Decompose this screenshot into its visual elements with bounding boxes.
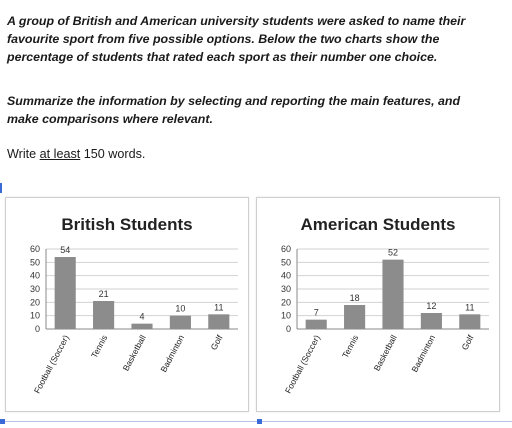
data-label: 54 [60, 245, 70, 255]
chart-title: American Students [301, 215, 456, 234]
data-label: 11 [465, 302, 474, 312]
y-tick-label: 50 [281, 257, 291, 267]
category-label: Basketball [372, 333, 399, 372]
prompt-line: make comparisons where relevant. [7, 112, 213, 126]
american-chart-svg: American Students 0 10 20 30 40 50 60 7 Football … [281, 215, 489, 395]
data-label: 18 [350, 293, 360, 303]
y-tick-label: 20 [30, 297, 40, 307]
prompt-line: percentage of students that rated each s… [7, 50, 438, 64]
y-tick-label: 50 [30, 257, 40, 267]
bar [93, 301, 115, 329]
prompt-line: favourite sport from five possible optio… [7, 32, 440, 46]
resize-handle[interactable] [0, 419, 5, 424]
data-label: 4 [139, 312, 144, 322]
word-count-text: 150 words. [80, 147, 146, 161]
bar [382, 259, 404, 329]
bar [131, 323, 153, 329]
bar [305, 319, 327, 329]
bar [420, 313, 442, 329]
bar [344, 305, 366, 329]
y-tick-label: 60 [281, 244, 291, 254]
category-label: Football (Soccer) [32, 333, 71, 395]
word-count-link[interactable]: at least [39, 147, 81, 161]
y-tick-label: 30 [30, 284, 40, 294]
category-label: Badminton [158, 333, 186, 374]
y-tick-label: 40 [281, 271, 291, 281]
task-instruction: Summarize the information by selecting a… [7, 92, 507, 128]
category-label: Tennis [89, 333, 109, 359]
selection-marker [0, 183, 2, 193]
y-tick-label: 10 [281, 311, 291, 321]
y-tick-label: 0 [286, 324, 291, 334]
british-chart-svg: British Students 0 10 20 30 40 50 60 54 Football … [30, 215, 238, 395]
y-tick-label: 0 [35, 324, 40, 334]
category-label: Golf [459, 333, 475, 352]
y-tick-label: 40 [30, 271, 40, 281]
bar [208, 314, 230, 329]
y-tick-label: 20 [281, 297, 291, 307]
prompt-line: A group of British and American universi… [7, 14, 466, 28]
chart-title: British Students [61, 215, 192, 234]
data-label: 10 [175, 304, 185, 314]
category-label: Football (Soccer) [283, 333, 322, 395]
task-prompt: A group of British and American universi… [7, 12, 507, 66]
bar [169, 315, 191, 329]
bar [459, 314, 481, 329]
word-count-text: Write [7, 147, 40, 161]
prompt-line: Summarize the information by selecting a… [7, 94, 461, 108]
category-label: Golf [208, 333, 224, 352]
category-label: Badminton [409, 333, 437, 374]
american-students-chart: American Students 0 10 20 30 40 50 60 7 Football … [256, 197, 500, 412]
y-tick-label: 10 [30, 311, 40, 321]
british-students-chart: British Students 0 10 20 30 40 50 60 54 Football … [5, 197, 249, 412]
data-label: 12 [426, 301, 436, 311]
resize-handle[interactable] [257, 419, 262, 424]
data-label: 11 [214, 302, 223, 312]
category-label: Basketball [121, 333, 148, 372]
data-label: 52 [388, 248, 398, 258]
category-label: Tennis [340, 333, 360, 359]
y-tick-label: 30 [281, 284, 291, 294]
data-label: 21 [99, 289, 109, 299]
selection-border [0, 421, 512, 422]
bar [54, 257, 76, 329]
y-tick-label: 60 [30, 244, 40, 254]
word-count-instruction: Write at least 150 words. [7, 147, 145, 161]
data-label: 7 [314, 308, 319, 318]
